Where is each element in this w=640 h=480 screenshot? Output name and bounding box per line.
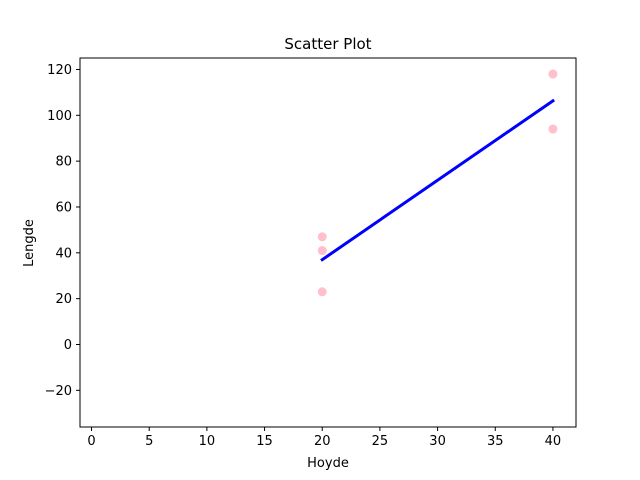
x-tick-label: 15 <box>256 434 273 449</box>
scatter-point <box>548 124 558 134</box>
y-axis-label: Lengde <box>22 219 37 267</box>
plot-frame <box>79 57 577 428</box>
y-tick-label: 60 <box>55 200 72 215</box>
y-tick-label: 0 <box>64 338 72 353</box>
plot-area <box>317 69 558 297</box>
x-tick-label: 0 <box>87 434 95 449</box>
x-axis: 0 5 10 15 20 25 30 35 40 <box>87 427 561 449</box>
scatter-point <box>548 69 558 79</box>
y-tick-label: 20 <box>55 292 72 307</box>
x-axis-label: Hoyde <box>307 456 349 471</box>
scatter-point <box>317 232 327 242</box>
chart-title: Scatter Plot <box>284 35 371 53</box>
y-tick-label: 100 <box>47 109 72 124</box>
y-tick-label: 120 <box>47 63 72 78</box>
scatter-point <box>317 287 327 297</box>
y-tick-label: 40 <box>55 246 72 261</box>
scatter-point <box>317 246 327 256</box>
y-tick-label: −20 <box>45 384 72 399</box>
x-tick-label: 20 <box>314 434 331 449</box>
x-tick-label: 30 <box>429 434 446 449</box>
x-tick-label: 35 <box>487 434 504 449</box>
y-axis: −20 0 20 40 60 80 100 120 <box>45 63 80 399</box>
y-tick-label: 80 <box>55 155 72 170</box>
x-tick-label: 25 <box>372 434 389 449</box>
x-tick-label: 40 <box>545 434 562 449</box>
regression-line <box>320 98 556 262</box>
x-tick-label: 10 <box>199 434 216 449</box>
x-tick-label: 5 <box>145 434 153 449</box>
